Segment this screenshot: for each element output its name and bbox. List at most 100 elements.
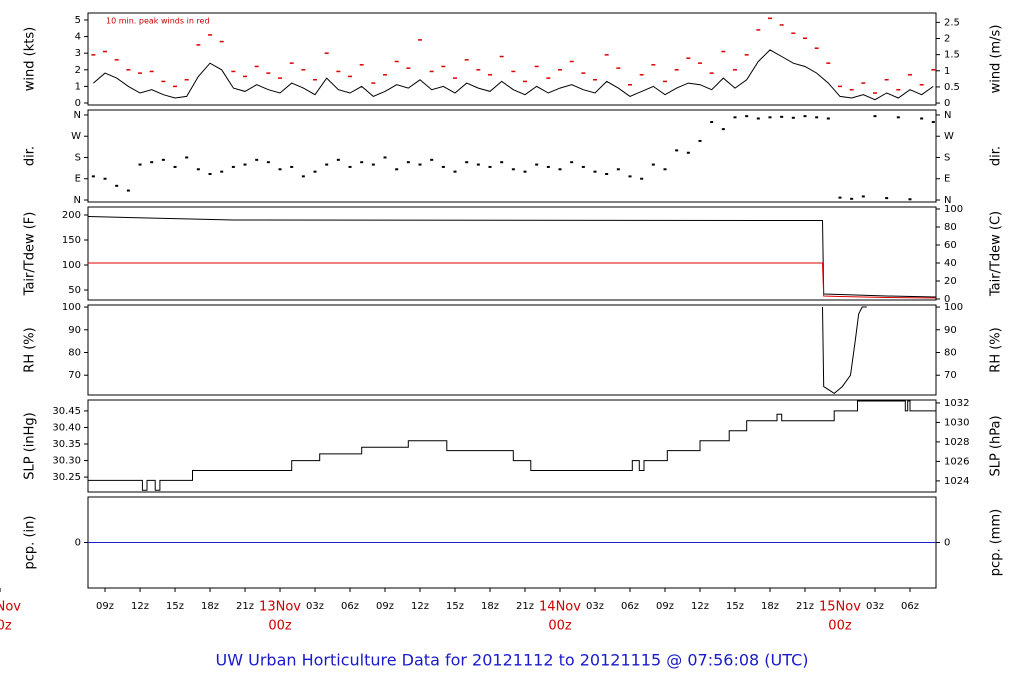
- y-tick-label: 30.45: [52, 406, 81, 417]
- x-tick-label: 15z: [446, 601, 464, 612]
- direction-point: [791, 116, 795, 119]
- y2-axis-label: pcp. (mm): [989, 509, 1004, 576]
- y2-tick-label: 0: [944, 294, 950, 305]
- y-tick-label: 30.35: [52, 439, 81, 450]
- direction-point: [301, 175, 305, 178]
- direction-point: [406, 161, 410, 164]
- direction-point: [208, 173, 212, 176]
- day-tick-hour: 00z: [828, 619, 852, 634]
- direction-point: [838, 196, 842, 199]
- day-tick-hour: 00z: [0, 619, 12, 634]
- y-tick-label: 30.25: [52, 472, 81, 483]
- y2-tick-label: E: [944, 174, 950, 185]
- y2-tick-label: 0: [944, 98, 950, 109]
- direction-point: [593, 170, 597, 173]
- x-tick-label: 18z: [481, 601, 499, 612]
- direction-point: [255, 158, 259, 161]
- y-tick-label: 2: [75, 65, 81, 76]
- direction-point: [815, 116, 819, 119]
- direction-point: [581, 165, 585, 168]
- y-axis-label: Tair/Tdew (F): [23, 212, 38, 297]
- y2-tick-label: 40: [944, 258, 957, 269]
- direction-point: [231, 165, 235, 168]
- y2-tick-label: 20: [944, 276, 957, 287]
- y-tick-label: N: [74, 195, 81, 206]
- y-tick-label: 100: [62, 302, 81, 313]
- y2-tick-label: 0: [944, 538, 950, 549]
- direction-point: [126, 189, 130, 192]
- y-tick-label: 30.40: [52, 422, 81, 433]
- y2-tick-label: 1: [944, 66, 950, 77]
- y2-tick-label: 100: [944, 302, 963, 313]
- y2-tick-label: 1030: [944, 417, 969, 428]
- x-tick-label: 18z: [761, 601, 779, 612]
- direction-point: [488, 165, 492, 168]
- y-axis-label: SLP (inHg): [23, 412, 38, 480]
- panel-frame: [87, 206, 937, 301]
- day-tick-hour: 00z: [548, 619, 572, 634]
- x-tick-label: 21z: [516, 601, 534, 612]
- y2-tick-label: 1.5: [944, 50, 960, 61]
- x-tick-label: 12z: [411, 601, 429, 612]
- y-axis-label: pcp. (in): [23, 516, 38, 570]
- y2-tick-label: 90: [944, 325, 957, 336]
- y2-tick-label: W: [944, 131, 954, 142]
- direction-point: [920, 117, 924, 120]
- direction-point: [220, 170, 224, 173]
- panel-frame: [87, 12, 937, 106]
- x-tick-label: 03z: [866, 601, 884, 612]
- x-tick-label: 03z: [306, 601, 324, 612]
- x-tick-label: 15z: [166, 601, 184, 612]
- direction-point: [360, 161, 364, 164]
- direction-point: [138, 163, 142, 166]
- direction-point: [733, 116, 737, 119]
- y-axis-label: wind (kts): [23, 27, 38, 91]
- direction-point: [605, 173, 609, 176]
- y2-tick-label: S: [944, 152, 950, 163]
- x-tick-label: 03z: [586, 601, 604, 612]
- direction-point: [161, 158, 165, 161]
- x-tick-label: 15z: [726, 601, 744, 612]
- y-axis-label: dir.: [23, 146, 38, 166]
- footer-title: UW Urban Horticulture Data for 20121112 …: [216, 651, 809, 670]
- direction-point: [185, 156, 189, 159]
- y-tick-label: 4: [75, 32, 81, 43]
- direction-point: [371, 163, 375, 166]
- direction-point: [803, 115, 807, 118]
- direction-point: [465, 161, 469, 164]
- y-tick-label: 200: [62, 210, 81, 221]
- direction-point: [756, 117, 760, 120]
- x-tick-label: 18z: [201, 601, 219, 612]
- series-line: [88, 400, 936, 491]
- direction-point: [896, 116, 900, 119]
- y2-tick-label: 1026: [944, 456, 969, 467]
- y-tick-label: 0: [75, 538, 81, 549]
- y2-tick-label: 80: [944, 222, 957, 233]
- y2-tick-label: 80: [944, 348, 957, 359]
- direction-point: [336, 158, 340, 161]
- y-tick-label: W: [71, 131, 81, 142]
- day-tick-label: 14Nov: [539, 600, 581, 615]
- y-tick-label: 80: [68, 348, 81, 359]
- direction-point: [721, 128, 725, 131]
- direction-point: [173, 165, 177, 168]
- x-tick-label: 09z: [96, 601, 114, 612]
- direction-point: [430, 158, 434, 161]
- direction-point: [885, 197, 889, 200]
- direction-point: [908, 198, 912, 201]
- direction-point: [348, 165, 352, 168]
- panel-frame: [87, 109, 937, 203]
- y2-tick-label: 1024: [944, 476, 969, 487]
- x-tick-label: 21z: [236, 601, 254, 612]
- x-tick-label: 21z: [796, 601, 814, 612]
- y-tick-label: 90: [68, 325, 81, 336]
- direction-point: [546, 165, 550, 168]
- y2-tick-label: 2: [944, 34, 950, 45]
- direction-point: [91, 175, 95, 178]
- x-tick-label: 09z: [376, 601, 394, 612]
- y2-tick-label: 70: [944, 370, 957, 381]
- y-tick-label: 1: [75, 81, 81, 92]
- direction-point: [535, 163, 539, 166]
